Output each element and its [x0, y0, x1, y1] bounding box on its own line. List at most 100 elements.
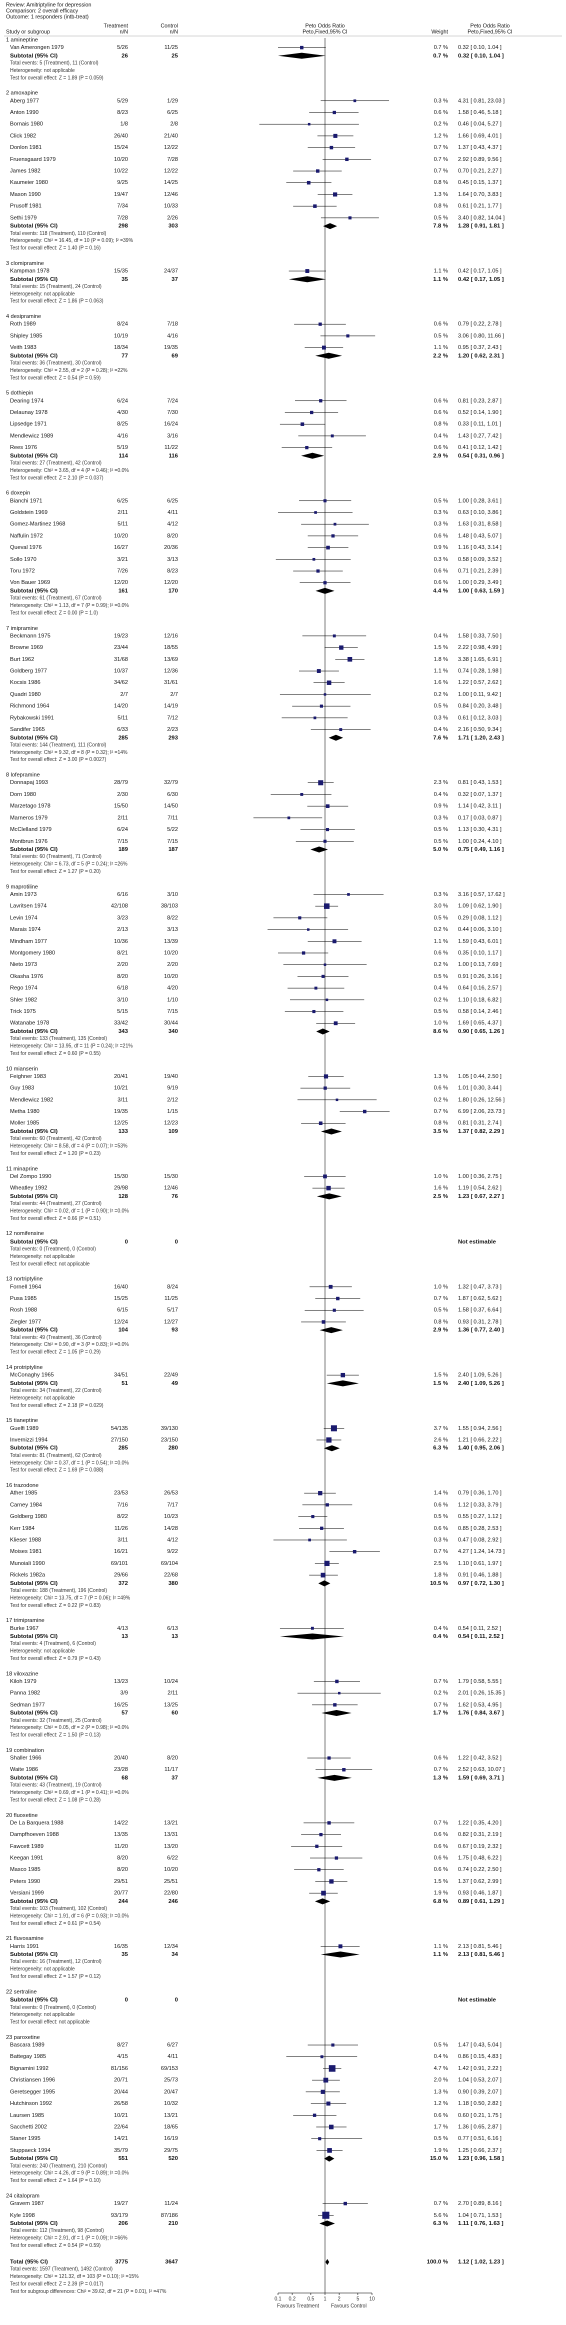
estimate-label: 1.00 [ 0.28, 3.61 ] — [458, 498, 502, 504]
estimate-label: 1.62 [ 0.53, 4.95 ] — [458, 1702, 502, 1708]
control-count: 10/33 — [164, 204, 178, 210]
subgroup-note: Heterogeneity: Chi² = 13.95, df = 11 (P … — [10, 1044, 133, 1050]
treatment-count: 23/44 — [114, 645, 128, 651]
treatment-count: 28/79 — [114, 780, 128, 786]
subtotal-label: Subtotal (95% CI) — [10, 1998, 58, 2004]
treatment-count: 16/21 — [114, 1549, 128, 1555]
estimate-label: 3.16 [ 0.57, 17.62 ] — [458, 892, 505, 898]
weight: 0.9 % — [434, 545, 448, 551]
subgroup-note: Heterogeneity: Chi² = 0.69, df = 1 (P = … — [10, 1790, 129, 1796]
estimate-label: 0.84 [ 0.20, 3.48 ] — [458, 704, 502, 710]
weight-square — [300, 45, 304, 50]
study-name: Ziegler 1977 — [10, 1319, 41, 1325]
study-name: Van Amerongen 1979 — [10, 45, 64, 51]
study-name: Feighner 1983 — [10, 1074, 46, 1080]
estimate-label: 0.41 [ 0.12, 1.42 ] — [458, 445, 502, 451]
control-count: 14/28 — [164, 1526, 178, 1532]
estimate-label: 0.85 [ 0.28, 2.53 ] — [458, 1526, 502, 1532]
weight: 0.6 % — [434, 1526, 448, 1532]
weight: 0.6 % — [434, 410, 448, 416]
estimate-label: 0.45 [ 0.15, 1.37 ] — [458, 180, 502, 186]
treatment-count: 29/66 — [114, 1573, 128, 1579]
control-count: 8/23 — [167, 569, 178, 575]
study-name: Marzetago 1978 — [10, 804, 50, 810]
treatment-count: 133 — [118, 1129, 128, 1135]
subgroup-title: 22 sertraline — [6, 1989, 37, 1995]
study-name: Hutchinson 1992 — [10, 2101, 52, 2107]
weight: 0.5 % — [434, 215, 448, 221]
weight-square — [322, 2211, 330, 2219]
subgroup-note: Total events: 27 (Treatment), 42 (Contro… — [10, 461, 102, 467]
weight: 0.7 % — [434, 45, 448, 51]
weight: 1.1 % — [434, 1944, 448, 1950]
control-count: 7/28 — [167, 157, 178, 163]
weight-square — [323, 693, 327, 696]
control-count: 20/36 — [164, 545, 178, 551]
study-name: Lipsedge 1971 — [10, 422, 47, 428]
study-name: Fruensgaard 1979 — [10, 157, 56, 163]
treatment-count: 20/40 — [114, 1756, 128, 1762]
weight: 1.1 % — [434, 939, 448, 945]
treatment-count: 5/15 — [117, 1009, 128, 1015]
weight-square — [332, 939, 337, 944]
estimate-label: 1.59 [ 0.69, 3.71 ] — [458, 1775, 504, 1781]
study-name: Amin 1973 — [10, 892, 37, 898]
subgroup-note: Total events: 103 (Treatment), 102 (Cont… — [10, 1906, 107, 1912]
study-name: Mendlewicz 1989 — [10, 433, 53, 439]
treatment-count: 285 — [118, 735, 128, 741]
treatment-count: 35 — [122, 277, 129, 283]
subtotal-label: Subtotal (95% CI) — [10, 1952, 58, 1958]
treatment-count: 8/24 — [117, 322, 128, 328]
weight-square — [326, 1437, 332, 1443]
study-name: Waite 1986 — [10, 1767, 38, 1773]
control-count: 6/25 — [167, 498, 178, 504]
weight-square — [314, 511, 317, 514]
weight-square — [333, 522, 337, 526]
treatment-count: 372 — [118, 1581, 128, 1587]
weight-square — [338, 1691, 341, 1695]
estimate-label: 4.31 [ 0.81, 23.03 ] — [458, 98, 505, 104]
subgroup-note: Total events: 60 (Treatment), 71 (Contro… — [10, 854, 102, 860]
subgroup-title: 11 minaprine — [6, 1166, 38, 1172]
study-name: Kyle 1998 — [10, 2213, 35, 2219]
weight: 1.1 % — [434, 269, 448, 275]
weight: 1.0 % — [434, 1021, 448, 1027]
weight-square — [331, 2043, 335, 2047]
weight: 15.0 % — [430, 2156, 448, 2162]
weight-square — [326, 1185, 331, 1191]
control-count: 69 — [172, 353, 179, 359]
estimate-label: 0.79 [ 0.22, 2.78 ] — [458, 322, 502, 328]
weight-square — [313, 204, 317, 208]
study-name: Guy 1983 — [10, 1086, 34, 1092]
estimate-label: 2.40 [ 1.09, 5.26 ] — [458, 1381, 504, 1387]
treatment-count: 1/8 — [120, 122, 128, 128]
weight: 0.6 % — [434, 1502, 448, 1508]
weight: 1.7 % — [433, 1711, 448, 1717]
weight-square — [321, 1320, 326, 1324]
weight: 0.6 % — [434, 580, 448, 586]
weight: 0.2 % — [434, 1097, 448, 1103]
weight-square — [308, 1538, 311, 1542]
weight: 2.5 % — [433, 1194, 448, 1200]
treatment-count: 7/16 — [117, 1502, 128, 1508]
weight-square — [312, 1009, 316, 1014]
estimate-label: 0.75 [ 0.49, 1.16 ] — [458, 847, 504, 853]
control-count: 12/23 — [164, 1121, 178, 1127]
estimate-label: 0.93 [ 0.31, 2.78 ] — [458, 1319, 502, 1325]
subgroup-title: 9 maprotiline — [6, 884, 38, 890]
x-tick-label: 10 — [369, 2296, 375, 2302]
control-count: 2/11 — [168, 1691, 178, 1697]
subgroup-note: Total events: 32 (Treatment), 25 (Contro… — [10, 1718, 102, 1724]
weight: 2.5 % — [434, 1561, 448, 1567]
weight-square — [342, 1768, 346, 1772]
weight-square — [333, 1021, 338, 1026]
summary-diamond — [314, 1898, 331, 1905]
estimate-label: 1.32 [ 0.47, 3.73 ] — [458, 1284, 502, 1290]
treatment-count: 51 — [122, 1381, 129, 1387]
treatment-count: 10/36 — [114, 939, 128, 945]
x-tick-label: 0.5 — [307, 2296, 314, 2302]
control-count: 1/15 — [167, 1109, 178, 1115]
weight: 0.4 % — [434, 727, 448, 733]
treatment-count: 4/30 — [117, 410, 128, 416]
weight: 1.6 % — [434, 680, 448, 686]
